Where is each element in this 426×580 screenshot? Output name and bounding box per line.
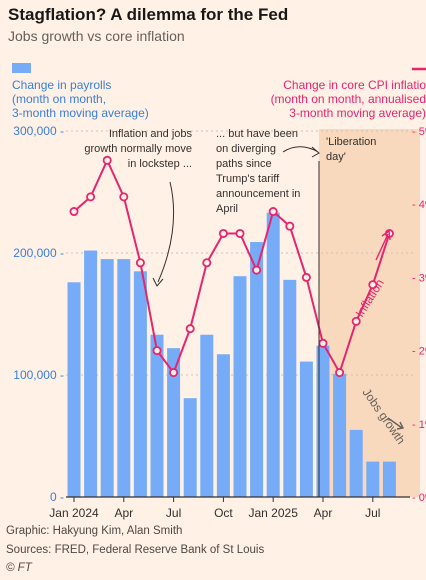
chart-subtitle: Jobs growth vs core inflation [8,28,185,44]
left-axis-tick-label: 200,000 - [13,246,64,260]
payroll-bar [117,259,131,497]
annotation-lockstep: in lockstep ... [128,158,192,170]
left-axis-tick-label: 100,000 - [13,368,64,382]
inflation-point [185,324,195,334]
payroll-bar [316,345,330,497]
annotation-diverging-arrowhead [311,146,320,158]
inflation-point [169,368,179,378]
footer-copyright: © FT [6,562,32,574]
annotation-diverging: on diverging [216,143,276,155]
x-axis-tick-label: Apr [114,506,133,520]
annotation-lockstep-arrowhead [152,277,164,287]
payroll-bar [349,429,363,497]
x-axis-tick-label: Jan 2025 [249,506,299,520]
jobs-growth-arrowhead [396,421,405,430]
x-axis-tick-label: Jul [166,506,181,520]
left-axis-label: Change in payrolls [12,78,111,92]
annotation-diverging: paths since [216,158,272,170]
payroll-bar [233,276,247,497]
inflation-point [102,155,112,165]
inflation-point [86,192,96,202]
right-axis-tick-label: - 0% [412,492,426,504]
x-axis-tick-label: Jan 2024 [49,506,99,520]
footer-sources: Sources: FRED, Federal Reserve Bank of S… [6,544,265,556]
annotation-liberation-day: day' [326,151,346,163]
chart-canvas: 0 - 100,000 - 200,000 - 300,000 - - 0% - 1% - … [12,63,426,520]
left-axis-tick-label: 0 - [50,490,64,504]
payroll-bar [333,373,347,497]
inflation-point [69,207,79,217]
payroll-bar [299,361,313,497]
inflation-point [285,221,295,231]
payroll-bar [67,282,81,497]
inflation-line [73,157,391,376]
annotation-lockstep: growth normally move [84,143,192,155]
chart-title: Stagflation? A dilemma for the Fed [8,5,289,24]
right-axis-tick-label: - 5% [412,126,426,138]
payrolls-legend-swatch [12,63,31,73]
payroll-bar [100,259,114,497]
left-axis-label: (month on month, [12,92,106,106]
x-axis-tick-label: Jul [365,506,380,520]
inflation-point [335,368,345,378]
annotation-diverging-arrow [282,146,319,153]
inflation-point [202,258,212,268]
annotation-diverging: April [216,203,238,215]
inflation-point [152,346,162,356]
inflation-point [252,265,262,275]
right-axis-label: 3-month moving average) [289,106,426,120]
annotation-lockstep: Inflation and jobs [109,128,193,140]
inflation-point [119,192,129,202]
right-axis-tick-label: - 1% [412,419,426,431]
payroll-bar [216,354,230,497]
inflation-point [218,228,228,238]
annotation-liberation-day: 'Liberation [326,136,376,148]
jobs-growth-arrow [387,417,403,429]
inflation-arrowhead [381,229,391,241]
right-axis-tick-label: - 2% [412,346,426,358]
payroll-bar [200,334,214,497]
annotation-diverging: ... but have been [216,128,298,140]
left-axis-tick-label: 300,000 - [13,124,64,138]
right-axis-label: Change in core CPI inflatio [283,78,426,92]
left-axis-label: 3-month moving average) [12,106,149,120]
inflation-point [368,280,378,290]
x-axis-tick-label: Oct [214,506,233,520]
payroll-bar [266,212,280,498]
inflation-point [301,272,311,282]
inflation-point [235,228,245,238]
payroll-bar [183,398,197,497]
right-axis-tick-label: - 4% [412,199,426,211]
payroll-bar [366,461,380,497]
inflation-point [268,207,278,217]
right-axis-label: (month on month, annualised [271,92,426,106]
inflation-point [351,316,361,326]
payroll-bar [283,279,297,497]
payroll-bar [382,461,396,497]
inflation-point [135,258,145,268]
payroll-bar [150,334,164,497]
payroll-bar [84,250,98,497]
inflation-point [318,338,328,348]
x-axis-tick-label: Apr [314,506,333,520]
annotation-diverging: announcement in [216,188,300,200]
footer-credit: Graphic: Hakyung Kim, Alan Smith [6,525,183,537]
annotation-diverging: Trump's tariff [216,173,280,185]
payroll-bar [250,242,264,497]
payroll-bar [167,348,181,497]
payroll-bar [133,271,147,497]
inflation-arrow [375,233,389,261]
right-axis-tick-label: - 3% [412,272,426,284]
annotation-lockstep-arrow [157,181,175,283]
